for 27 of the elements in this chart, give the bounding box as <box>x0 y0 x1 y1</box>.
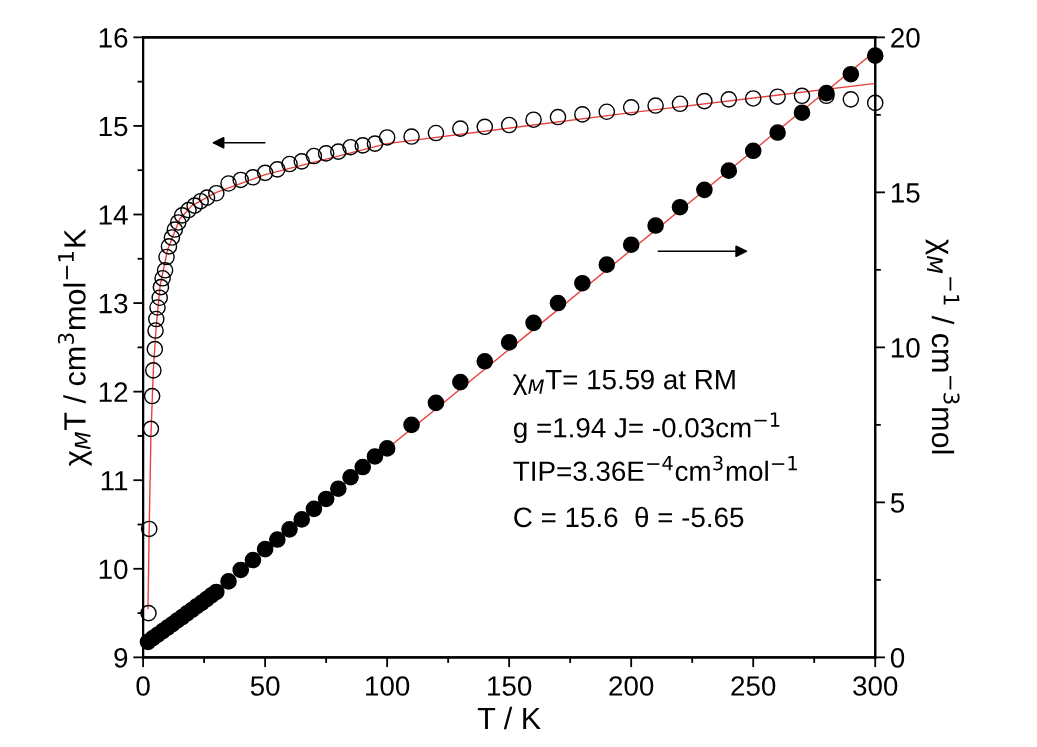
x-tick-label: 150 <box>488 676 532 696</box>
x-tick-label: 200 <box>609 676 654 696</box>
y-tick-label: 15 <box>99 116 128 137</box>
annotation: χ$_{M}$T= 15.59 at RM <box>513 369 735 395</box>
y-tick-label: 14 <box>99 205 128 225</box>
annotation: C = 15.6 θ = -5.65 <box>514 506 744 528</box>
y2-axis-title: χ$_{M}$$^{−1}$ / cm$^{−3}$mol <box>925 239 960 454</box>
x-axis-title: T / K <box>477 706 541 730</box>
y-tick-label: 11 <box>101 471 128 491</box>
y-tick-label: 16 <box>99 28 128 48</box>
y-tick-label: 12 <box>99 382 128 402</box>
x-tick-label: 250 <box>731 676 776 696</box>
y2-tick-label: 10 <box>891 338 920 358</box>
x-tick-label: 300 <box>853 676 898 696</box>
y-tick-label: 13 <box>99 293 128 314</box>
y2-tick-label: 0 <box>890 648 905 668</box>
x-tick-label: 50 <box>250 676 280 696</box>
y2-tick-label: 15 <box>891 183 920 203</box>
y2-tick-label: 5 <box>890 493 905 513</box>
x-tick-label: 0 <box>136 676 150 696</box>
y-axis-title: χ$_{M}$T / cm$^{3}$mol$^{−1}$K <box>57 229 92 466</box>
y2-tick-label: 20 <box>891 28 920 48</box>
annotation: TIP=3.36E$^{−4}$cm$^{3}$mol$^{−1}$ <box>513 455 797 482</box>
annotation: g =1.94 J= -0.03cm$^{−1}$ <box>514 412 780 444</box>
y-tick-label: 10 <box>99 559 128 580</box>
x-tick-label: 100 <box>366 676 410 696</box>
y-tick-label: 9 <box>114 648 128 668</box>
